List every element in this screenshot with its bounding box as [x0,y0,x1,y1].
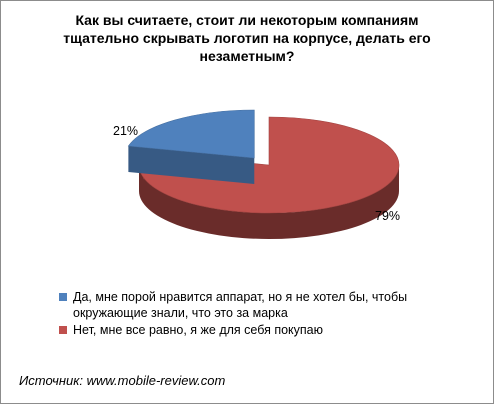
pie-slice-top [127,109,255,159]
legend-item-no: Нет, мне все равно, я же для себя покупа… [59,322,459,338]
source-note: Источник: www.mobile-review.com [19,373,226,388]
pie-slice-0 [127,109,255,184]
pie-slice-top [138,116,400,214]
chart-title: Как вы считаете, стоит ли некоторым комп… [63,12,431,64]
legend-item-yes: Да, мне порой нравится аппарат, но я не … [59,289,459,321]
legend-swatch-red [59,326,67,334]
legend-label-no: Нет, мне все равно, я же для себя покупа… [73,323,324,337]
data-label-yes: 21% [113,124,138,138]
pie-slice-rim [139,165,399,239]
legend-swatch-blue [59,293,67,301]
legend: Да, мне порой нравится аппарат, но я не … [59,289,459,339]
data-label-no: 79% [375,209,400,223]
pie-slice-wall [128,146,255,184]
legend-label-yes: Да, мне порой нравится аппарат, но я не … [73,290,408,320]
